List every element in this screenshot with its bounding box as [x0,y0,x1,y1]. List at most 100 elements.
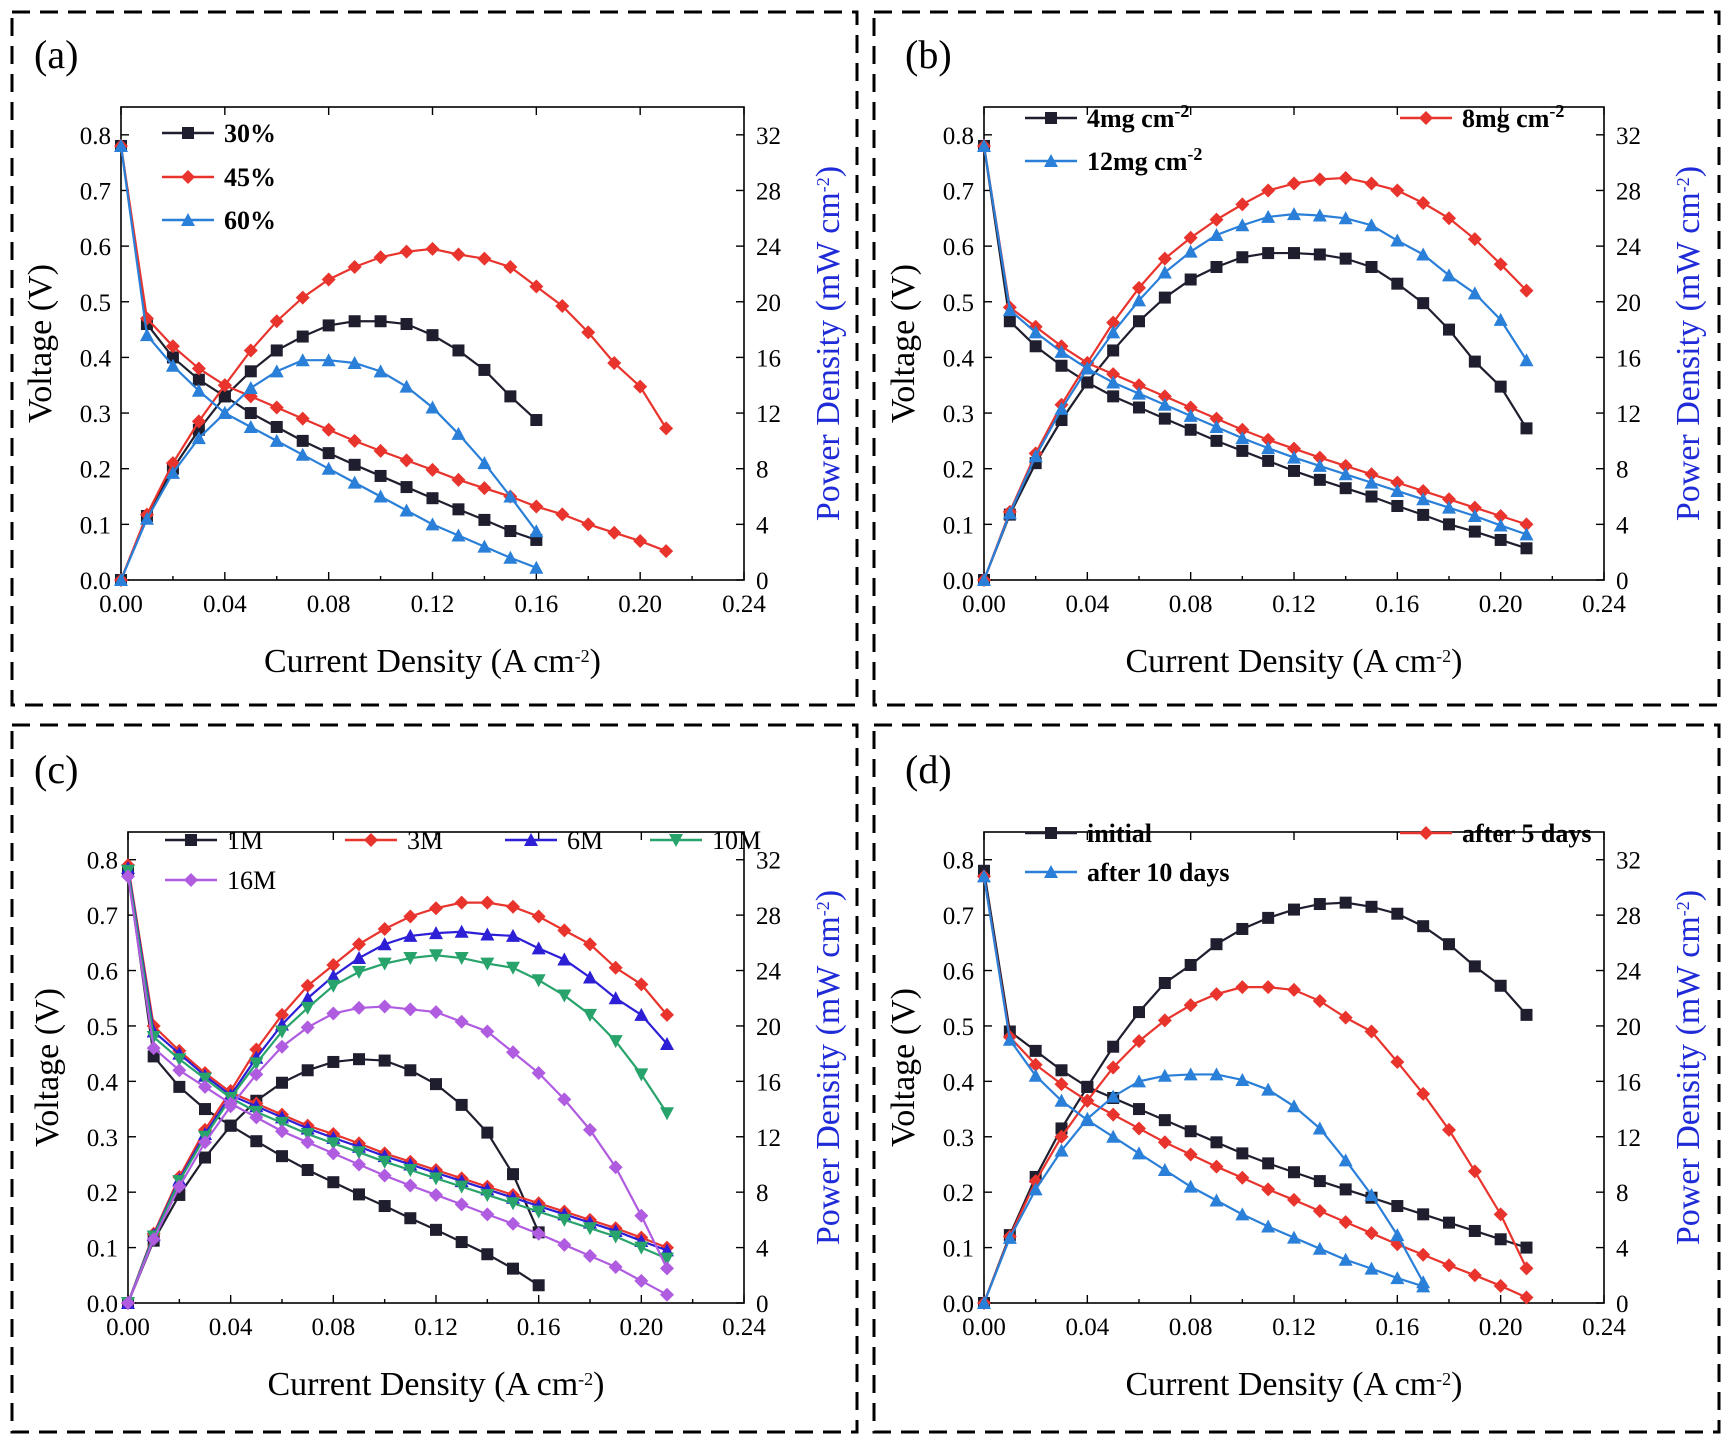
panel-label: (b) [905,32,952,77]
power-point [1442,1122,1456,1137]
power-point [531,1066,546,1081]
panel-frame [872,723,1721,1434]
legend-marker [1045,827,1057,839]
power-point [660,1007,674,1022]
voltage-point [270,420,283,433]
x-tick-label: 0.24 [1582,1314,1626,1341]
legend-label: after 10 days [1087,858,1230,887]
series-1 [977,869,1534,1310]
y-tick-label: 0.2 [80,457,111,484]
voltage-line [126,865,668,1249]
y2-tick-label: 16 [1616,1069,1641,1096]
voltage-point [634,1241,649,1255]
voltage-point [1312,1204,1327,1219]
voltage-point [1262,454,1275,467]
y-tick-label: 0.8 [80,123,111,150]
voltage-point [1184,1125,1197,1138]
voltage-point [249,1110,264,1125]
y-tick-label: 0.5 [943,1014,974,1041]
voltage-point [1494,533,1507,546]
voltage-point [1520,1241,1533,1254]
y2-tick-label: 16 [756,345,781,372]
voltage-point [352,1146,366,1160]
power-point [1157,1013,1172,1028]
voltage-point [353,1188,365,1201]
voltage-point [326,1146,341,1161]
power-point [348,315,361,328]
voltage-point [191,361,206,376]
power-point [377,999,392,1014]
voltage-point [1391,1200,1404,1213]
power-point [1468,960,1481,973]
voltage-point [244,407,257,420]
y2-tick-label: 32 [1616,848,1641,875]
voltage-point [198,1079,212,1094]
power-point [249,1057,264,1071]
power-point [477,251,492,266]
power-point [172,1179,187,1194]
power-point [1467,232,1482,247]
y2-tick-label: 0 [756,1291,769,1318]
y2-axis-title: Power Density (mW cm-2) [810,166,847,521]
voltage-point [1390,475,1405,490]
legend-label: 45% [224,163,276,192]
voltage-point [977,138,991,152]
x-tick-label: 0.20 [618,591,662,618]
voltage-point [1029,1044,1042,1057]
voltage-point [1313,1175,1326,1188]
y2-tick-label: 12 [756,401,781,428]
y2-tick-label: 0 [756,568,769,595]
voltage-point [1055,359,1068,372]
power-point [608,1035,623,1049]
power-point [1520,1008,1533,1021]
voltage-point [1520,542,1533,555]
power-point [1416,247,1431,261]
power-point [583,1008,597,1022]
power-point [529,524,544,538]
voltage-point [1106,367,1121,382]
y-tick-label: 0.7 [80,178,111,205]
power-point [477,456,492,470]
voltage-point [322,447,335,460]
voltage-point [1157,1135,1172,1150]
voltage-point [481,1248,494,1261]
power-point [1028,449,1043,463]
power-point [199,1151,211,1164]
power-point [374,315,387,328]
power-line [126,901,668,1304]
legend-label: 3M [407,826,443,855]
power-point [322,319,335,332]
voltage-point [1157,1163,1172,1177]
power-point [275,1025,289,1039]
voltage-point [1132,378,1146,393]
power-point [1235,980,1250,995]
voltage-point [321,422,336,437]
power-point [1365,260,1378,273]
voltage-point [300,1127,315,1141]
power-point [1494,979,1507,992]
y2-axis-title: Power Density (mW cm-2) [1670,166,1707,521]
legend-marker [364,833,378,847]
power-point [1338,1153,1353,1167]
voltage-point [1364,1261,1379,1275]
power-point [1106,1089,1121,1103]
voltage-point [352,1157,366,1172]
power-point [557,1092,572,1107]
legend-label: 4mg cm-2 [1087,101,1189,133]
y-tick-label: 0.3 [943,1125,974,1152]
y2-tick-label: 0 [1616,568,1629,595]
voltage-point [1261,1219,1276,1233]
power-point [377,921,392,936]
y-tick-label: 0.8 [943,848,974,875]
series-4 [121,869,674,1310]
y-tick-label: 0.4 [87,1069,119,1096]
voltage-point [506,1216,520,1231]
voltage-point [347,433,362,448]
voltage-point [165,358,180,372]
power-point [1209,212,1224,227]
legend-marker [181,170,195,184]
power-point [454,1014,469,1029]
voltage-point [1467,509,1482,523]
y2-tick-label: 16 [1616,345,1641,372]
voltage-point [377,1168,392,1183]
